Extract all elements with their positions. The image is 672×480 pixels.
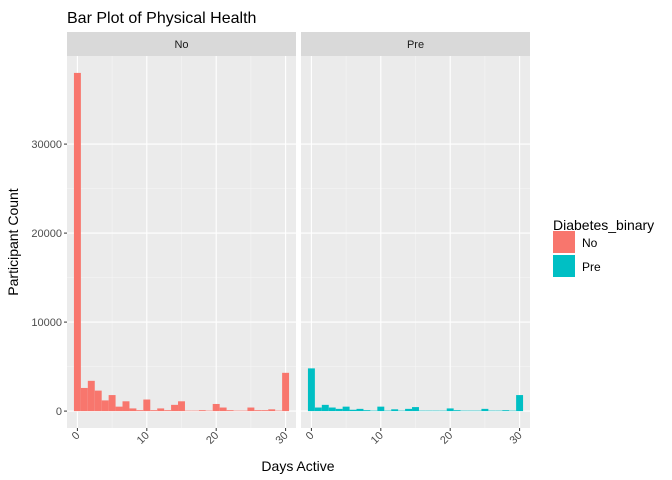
bar bbox=[101, 400, 109, 412]
bar bbox=[94, 390, 102, 412]
legend-title: Diabetes_binary bbox=[553, 217, 654, 233]
bar bbox=[87, 380, 95, 412]
facet-strip bbox=[301, 32, 530, 56]
bar bbox=[254, 410, 262, 412]
bar bbox=[143, 399, 151, 412]
bar bbox=[356, 408, 364, 412]
y-tick-label: 30000 bbox=[31, 139, 62, 151]
x-tick-label: 30 bbox=[508, 430, 525, 447]
y-axis-title: Participant Count bbox=[5, 188, 21, 296]
x-tick-label: 30 bbox=[274, 430, 291, 447]
bar bbox=[129, 408, 137, 412]
bar bbox=[178, 401, 185, 412]
bar bbox=[377, 406, 385, 412]
bar bbox=[502, 410, 510, 412]
chart-title: Bar Plot of Physical Health bbox=[67, 10, 256, 27]
facet-strip-label: Pre bbox=[407, 39, 424, 51]
bar bbox=[198, 410, 206, 412]
legend: Diabetes_binary No Pre bbox=[553, 217, 654, 277]
legend-key-pre bbox=[553, 255, 575, 277]
bar bbox=[122, 401, 130, 412]
x-axis-title: Days Active bbox=[261, 458, 334, 474]
bar bbox=[261, 410, 269, 412]
facet-panel-pre: Pre bbox=[301, 32, 530, 428]
bar bbox=[335, 408, 343, 412]
bar bbox=[342, 406, 350, 412]
bar bbox=[73, 72, 81, 412]
bar bbox=[150, 410, 158, 412]
y-axis: 0 10000 20000 30000 bbox=[31, 139, 67, 418]
bar bbox=[412, 407, 419, 412]
bar bbox=[136, 410, 144, 412]
x-tick-label: 10 bbox=[369, 430, 386, 447]
facet-strip-label: No bbox=[174, 39, 188, 51]
bar bbox=[268, 409, 276, 412]
x-tick-label: 20 bbox=[204, 430, 221, 447]
bar bbox=[391, 409, 399, 412]
bar bbox=[226, 410, 234, 412]
bar bbox=[321, 404, 329, 412]
bar bbox=[516, 395, 524, 412]
y-tick-label: 20000 bbox=[31, 228, 62, 240]
bar bbox=[453, 410, 461, 412]
bar bbox=[363, 410, 371, 412]
x-axis: 0 10 20 30 0 10 20 30 bbox=[70, 428, 525, 447]
bar bbox=[219, 407, 227, 412]
bar bbox=[115, 406, 123, 412]
bar bbox=[405, 408, 413, 412]
bar bbox=[108, 395, 116, 412]
x-tick-label: 0 bbox=[304, 430, 317, 443]
bar bbox=[282, 372, 290, 412]
bar bbox=[349, 409, 357, 412]
y-tick-label: 10000 bbox=[31, 317, 62, 329]
bar bbox=[481, 408, 489, 412]
bar bbox=[328, 407, 336, 412]
bar bbox=[164, 410, 172, 412]
legend-label-no: No bbox=[582, 236, 598, 250]
bar bbox=[157, 408, 165, 412]
y-tick-label: 0 bbox=[56, 406, 62, 418]
bar bbox=[212, 403, 220, 412]
bar bbox=[446, 408, 454, 412]
x-tick-label: 20 bbox=[438, 430, 455, 447]
bar bbox=[171, 404, 179, 412]
bar bbox=[247, 407, 255, 412]
x-tick-label: 0 bbox=[70, 430, 83, 443]
facet-panel-no: No bbox=[67, 32, 296, 428]
bar bbox=[80, 387, 88, 412]
facet-strip bbox=[67, 32, 296, 56]
bar bbox=[314, 407, 322, 412]
bar bbox=[307, 368, 315, 412]
legend-key-no bbox=[553, 231, 575, 253]
legend-label-pre: Pre bbox=[582, 260, 601, 274]
x-tick-label: 10 bbox=[135, 430, 152, 447]
